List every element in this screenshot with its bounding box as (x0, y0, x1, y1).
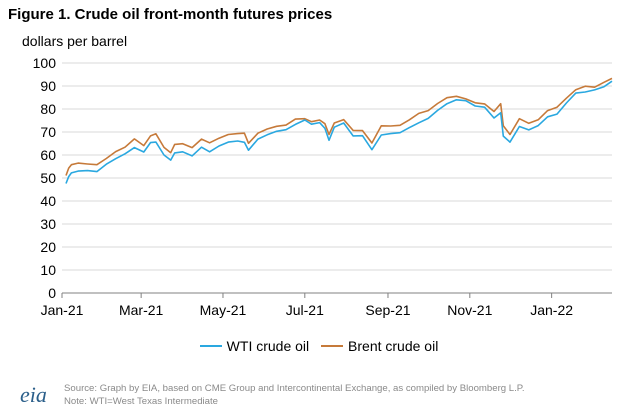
footer: eia Source: Graph by EIA, based on CME G… (0, 378, 638, 417)
legend: WTI crude oil Brent crude oil (0, 334, 638, 354)
series-line-wti (65, 80, 613, 184)
y-tick-label-20: 20 (40, 239, 56, 255)
series-line-brent (65, 77, 613, 176)
y-tick-label-100: 100 (33, 55, 57, 71)
note-text: Note: WTI=West Texas Intermediate (64, 396, 219, 407)
source-text: Source: Graph by EIA, based on CME Group… (64, 383, 525, 394)
y-tick-label-30: 30 (40, 216, 56, 232)
y-tick-label-50: 50 (40, 170, 56, 186)
x-tick-label-mar-21: Mar-21 (119, 302, 164, 318)
y-tick-label-40: 40 (40, 193, 56, 209)
legend-label-wti: WTI crude oil (226, 338, 310, 354)
x-tick-label-jul-21: Jul-21 (286, 302, 324, 318)
legend-swatch-wti (199, 345, 222, 347)
y-tick-label-10: 10 (40, 262, 56, 278)
y-axis-unit-label: dollars per barrel (22, 33, 128, 49)
x-tick-label-sep-21: Sep-21 (365, 302, 410, 318)
x-tick-label-nov-21: Nov-21 (447, 302, 492, 318)
y-tick-label-80: 80 (40, 101, 56, 117)
eia-logo: eia (20, 382, 47, 407)
x-tick-label-may-21: May-21 (200, 302, 247, 318)
legend-label-brent: Brent crude oil (348, 338, 439, 354)
source-note: Source: Graph by EIA, based on CME Group… (64, 382, 525, 408)
y-tick-label-90: 90 (40, 78, 56, 94)
y-tick-label-60: 60 (40, 147, 56, 163)
legend-swatch-brent (321, 345, 344, 347)
x-tick-label-jan-21: Jan-21 (41, 302, 84, 318)
legend-item-wti: WTI crude oil (199, 338, 310, 354)
y-tick-label-0: 0 (48, 285, 56, 301)
x-tick-label-jan-22: Jan-22 (530, 302, 573, 318)
legend-item-brent: Brent crude oil (321, 338, 438, 354)
chart-title: Figure 1. Crude oil front-month futures … (8, 6, 333, 23)
y-tick-label-70: 70 (40, 124, 56, 140)
chart-plot: 0 10 20 30 40 50 60 70 80 90 100 Jan-21 Mar-21 May-21… (33, 55, 613, 318)
